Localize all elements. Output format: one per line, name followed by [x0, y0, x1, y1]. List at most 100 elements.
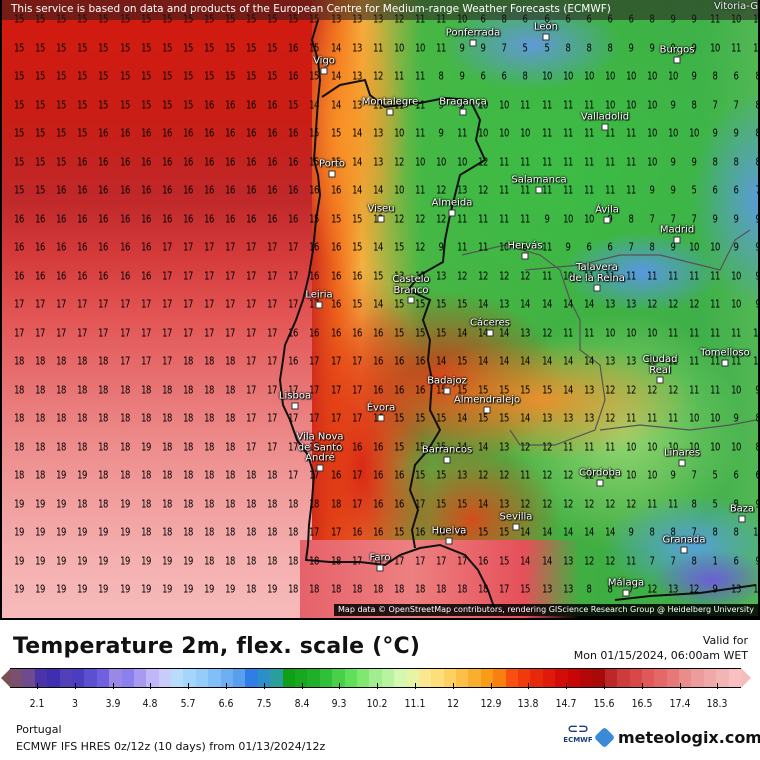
- grid-value: 8: [586, 41, 592, 54]
- grid-value: 12: [583, 554, 594, 567]
- grid-value: 18: [98, 497, 109, 510]
- grid-value: 17: [225, 240, 235, 254]
- colorbar-swatch: [270, 669, 283, 687]
- city-label: Évora: [366, 402, 396, 414]
- grid-value: 18: [225, 468, 235, 482]
- colorbar-tick: [226, 683, 227, 689]
- grid-value: 18: [330, 582, 341, 596]
- grid-value: 8: [712, 525, 718, 539]
- city-label-vitoria: Vitoria-G: [713, 1, 758, 12]
- grid-value: 17: [351, 468, 362, 482]
- grid-value: 17: [288, 411, 299, 425]
- grid-value: 11: [541, 98, 552, 111]
- grid-value: 11: [541, 240, 552, 254]
- grid-value: 16: [77, 183, 88, 197]
- grid-value: 18: [98, 468, 109, 482]
- grid-value: 15: [56, 155, 67, 168]
- city-marker: [656, 376, 664, 384]
- grid-value: 16: [330, 183, 341, 197]
- grid-value: 19: [119, 554, 130, 567]
- grid-value: 11: [583, 155, 594, 168]
- grid-value: 14: [583, 525, 594, 539]
- grid-value: 18: [161, 440, 172, 453]
- grid-value: 16: [246, 183, 257, 197]
- grid-value: 15: [182, 98, 193, 111]
- grid-value: 17: [77, 326, 88, 339]
- colorbar-swatch: [617, 669, 630, 687]
- grid-value: 16: [288, 69, 299, 83]
- grid-value: 8: [649, 240, 655, 254]
- grid-value: 15: [309, 155, 320, 168]
- grid-value: 9: [755, 497, 760, 510]
- colorbar-swatch: [579, 669, 593, 687]
- grid-value: 17: [267, 440, 278, 453]
- colorbar-tick-label: 16.5: [631, 697, 653, 710]
- grid-value: 11: [668, 497, 679, 510]
- grid-value: 15: [182, 41, 193, 54]
- grid-value: 11: [562, 183, 573, 197]
- grid-value: 19: [56, 497, 67, 510]
- grid-value: 18: [77, 354, 88, 368]
- grid-value: 15: [393, 525, 404, 539]
- ecmwf-logo[interactable]: ⊂⊃ ECMWF: [563, 723, 593, 744]
- grid-value: 14: [351, 183, 362, 197]
- grid-value: 17: [309, 525, 320, 539]
- grid-value: 18: [182, 354, 193, 368]
- grid-value: 17: [14, 297, 24, 311]
- grid-value: 7: [649, 554, 655, 567]
- grid-value: 11: [668, 326, 679, 339]
- grid-value: 16: [478, 554, 489, 567]
- grid-value: 18: [182, 383, 193, 396]
- city-marker: [593, 284, 601, 292]
- grid-value: 9: [733, 240, 739, 254]
- grid-value: 18: [351, 582, 362, 596]
- grid-value: 11: [520, 468, 531, 482]
- grid-value: 16: [35, 240, 46, 254]
- grid-value: 7: [691, 468, 697, 482]
- grid-value: 12: [604, 411, 615, 425]
- grid-value: 18: [161, 411, 172, 425]
- grid-value: 11: [478, 212, 489, 225]
- grid-value: 15: [288, 98, 299, 111]
- grid-value: 8: [755, 126, 760, 140]
- grid-value: 16: [119, 269, 130, 282]
- grid-value: 11: [604, 183, 615, 197]
- city-label: Hervás: [507, 240, 543, 252]
- meteologix-logo[interactable]: meteologix.com: [593, 726, 760, 749]
- grid-value: 16: [414, 383, 425, 396]
- grid-value: 7: [712, 98, 718, 111]
- colorbar-swatch: [555, 669, 568, 687]
- grid-value: 15: [14, 98, 24, 111]
- grid-value: 14: [478, 497, 489, 510]
- grid-value: 15: [393, 411, 404, 425]
- grid-value: 9: [438, 98, 444, 111]
- grid-value: 17: [457, 554, 468, 567]
- grid-value: 16: [309, 183, 320, 197]
- grid-value: 15: [35, 41, 46, 54]
- grid-value: 17: [203, 297, 214, 311]
- grid-value: 10: [604, 98, 615, 111]
- colorbar-tick: [74, 683, 76, 689]
- grid-value: 15: [436, 440, 446, 453]
- colorbar-swatch: [146, 669, 159, 687]
- colorbar-swatch: [356, 669, 370, 687]
- grid-value: 17: [182, 326, 193, 339]
- atlantic-sea-field: [2, 0, 312, 618]
- grid-value: 14: [541, 525, 552, 539]
- grid-value: 12: [604, 383, 615, 396]
- grid-value: 14: [562, 297, 573, 311]
- grid-value: 16: [225, 155, 235, 168]
- grid-value: 15: [457, 525, 468, 539]
- city-marker: [596, 479, 604, 487]
- grid-value: 7: [691, 525, 697, 539]
- grid-value: 11: [414, 69, 425, 83]
- grid-value: 15: [393, 326, 404, 339]
- grid-value: 15: [393, 440, 404, 453]
- city-label: Burgos: [659, 44, 695, 56]
- city-marker: [443, 456, 451, 464]
- grid-value: 8: [438, 69, 444, 83]
- colorbar-tick-label: 7.5: [256, 697, 272, 710]
- grid-value: 19: [56, 525, 67, 539]
- temperature-map[interactable]: 1515151515151515151515151515151313131211…: [0, 0, 760, 620]
- grid-value: 16: [140, 155, 151, 168]
